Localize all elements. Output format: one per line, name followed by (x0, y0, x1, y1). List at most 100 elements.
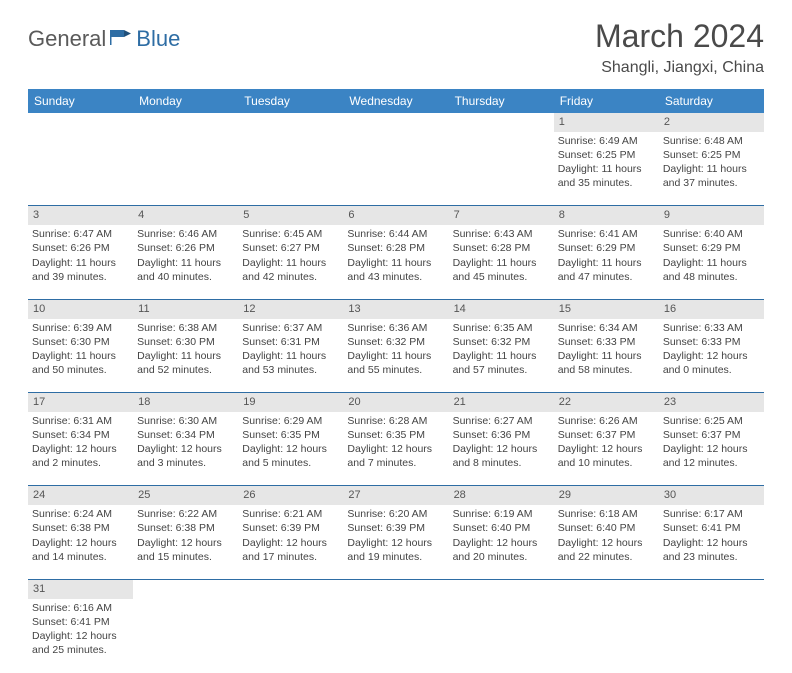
daylight-text: Daylight: 11 hours and 48 minutes. (663, 256, 760, 284)
sunset-text: Sunset: 6:30 PM (137, 335, 234, 349)
daylight-text: Daylight: 11 hours and 42 minutes. (242, 256, 339, 284)
week-row: Sunrise: 6:24 AMSunset: 6:38 PMDaylight:… (28, 505, 764, 579)
daylight-text: Daylight: 12 hours and 17 minutes. (242, 536, 339, 564)
day-number-cell: 28 (449, 486, 554, 505)
sunset-text: Sunset: 6:40 PM (453, 521, 550, 535)
daylight-text: Daylight: 12 hours and 7 minutes. (347, 442, 444, 470)
daylight-text: Daylight: 11 hours and 57 minutes. (453, 349, 550, 377)
sunset-text: Sunset: 6:41 PM (663, 521, 760, 535)
daylight-text: Daylight: 12 hours and 25 minutes. (32, 629, 129, 657)
sunrise-text: Sunrise: 6:41 AM (558, 227, 655, 241)
day-cell: Sunrise: 6:22 AMSunset: 6:38 PMDaylight:… (133, 505, 238, 579)
daylight-text: Daylight: 12 hours and 19 minutes. (347, 536, 444, 564)
day-cell: Sunrise: 6:49 AMSunset: 6:25 PMDaylight:… (554, 132, 659, 206)
day-number-cell: 31 (28, 579, 133, 598)
day-cell (343, 132, 448, 206)
sunrise-text: Sunrise: 6:29 AM (242, 414, 339, 428)
daylight-text: Daylight: 12 hours and 22 minutes. (558, 536, 655, 564)
sunset-text: Sunset: 6:41 PM (32, 615, 129, 629)
day-cell: Sunrise: 6:48 AMSunset: 6:25 PMDaylight:… (659, 132, 764, 206)
day-number-cell: 3 (28, 206, 133, 225)
day-cell: Sunrise: 6:36 AMSunset: 6:32 PMDaylight:… (343, 319, 448, 393)
day-number-cell (238, 579, 343, 598)
day-number-row: 17181920212223 (28, 393, 764, 412)
sunrise-text: Sunrise: 6:28 AM (347, 414, 444, 428)
daylight-text: Daylight: 12 hours and 3 minutes. (137, 442, 234, 470)
day-number-row: 10111213141516 (28, 299, 764, 318)
day-cell: Sunrise: 6:20 AMSunset: 6:39 PMDaylight:… (343, 505, 448, 579)
day-number-cell: 23 (659, 393, 764, 412)
daylight-text: Daylight: 11 hours and 45 minutes. (453, 256, 550, 284)
day-number-cell: 2 (659, 113, 764, 132)
day-number-cell: 24 (28, 486, 133, 505)
day-cell: Sunrise: 6:41 AMSunset: 6:29 PMDaylight:… (554, 225, 659, 299)
page-title: March 2024 (595, 18, 764, 55)
sunset-text: Sunset: 6:26 PM (137, 241, 234, 255)
day-cell: Sunrise: 6:44 AMSunset: 6:28 PMDaylight:… (343, 225, 448, 299)
sunset-text: Sunset: 6:39 PM (347, 521, 444, 535)
daylight-text: Daylight: 11 hours and 43 minutes. (347, 256, 444, 284)
sunrise-text: Sunrise: 6:21 AM (242, 507, 339, 521)
sunrise-text: Sunrise: 6:44 AM (347, 227, 444, 241)
sunrise-text: Sunrise: 6:40 AM (663, 227, 760, 241)
day-cell: Sunrise: 6:38 AMSunset: 6:30 PMDaylight:… (133, 319, 238, 393)
day-number-cell (659, 579, 764, 598)
day-number-cell: 17 (28, 393, 133, 412)
daylight-text: Daylight: 12 hours and 2 minutes. (32, 442, 129, 470)
day-cell (449, 599, 554, 673)
week-row: Sunrise: 6:49 AMSunset: 6:25 PMDaylight:… (28, 132, 764, 206)
daylight-text: Daylight: 11 hours and 53 minutes. (242, 349, 339, 377)
day-number-cell (449, 579, 554, 598)
sunset-text: Sunset: 6:37 PM (558, 428, 655, 442)
sunrise-text: Sunrise: 6:33 AM (663, 321, 760, 335)
sunrise-text: Sunrise: 6:48 AM (663, 134, 760, 148)
header: General Blue March 2024 Shangli, Jiangxi… (28, 18, 764, 77)
sunrise-text: Sunrise: 6:22 AM (137, 507, 234, 521)
logo-text-general: General (28, 26, 106, 52)
day-number-row: 31 (28, 579, 764, 598)
day-number-cell: 9 (659, 206, 764, 225)
title-block: March 2024 Shangli, Jiangxi, China (595, 18, 764, 77)
daylight-text: Daylight: 12 hours and 0 minutes. (663, 349, 760, 377)
day-number-cell (28, 113, 133, 132)
sunset-text: Sunset: 6:36 PM (453, 428, 550, 442)
sunrise-text: Sunrise: 6:24 AM (32, 507, 129, 521)
flag-icon (110, 28, 132, 51)
day-cell: Sunrise: 6:43 AMSunset: 6:28 PMDaylight:… (449, 225, 554, 299)
sunrise-text: Sunrise: 6:17 AM (663, 507, 760, 521)
day-cell: Sunrise: 6:28 AMSunset: 6:35 PMDaylight:… (343, 412, 448, 486)
week-row: Sunrise: 6:31 AMSunset: 6:34 PMDaylight:… (28, 412, 764, 486)
sunset-text: Sunset: 6:35 PM (242, 428, 339, 442)
day-number-cell: 13 (343, 299, 448, 318)
day-number-cell: 6 (343, 206, 448, 225)
day-cell: Sunrise: 6:34 AMSunset: 6:33 PMDaylight:… (554, 319, 659, 393)
sunrise-text: Sunrise: 6:45 AM (242, 227, 339, 241)
day-number-cell: 21 (449, 393, 554, 412)
day-header: Thursday (449, 89, 554, 113)
day-cell: Sunrise: 6:17 AMSunset: 6:41 PMDaylight:… (659, 505, 764, 579)
sunrise-text: Sunrise: 6:20 AM (347, 507, 444, 521)
day-number-cell: 1 (554, 113, 659, 132)
week-row: Sunrise: 6:16 AMSunset: 6:41 PMDaylight:… (28, 599, 764, 673)
day-cell: Sunrise: 6:25 AMSunset: 6:37 PMDaylight:… (659, 412, 764, 486)
daylight-text: Daylight: 12 hours and 8 minutes. (453, 442, 550, 470)
day-number-cell: 22 (554, 393, 659, 412)
sunrise-text: Sunrise: 6:25 AM (663, 414, 760, 428)
daylight-text: Daylight: 11 hours and 55 minutes. (347, 349, 444, 377)
week-row: Sunrise: 6:39 AMSunset: 6:30 PMDaylight:… (28, 319, 764, 393)
sunrise-text: Sunrise: 6:36 AM (347, 321, 444, 335)
sunset-text: Sunset: 6:28 PM (347, 241, 444, 255)
day-cell: Sunrise: 6:19 AMSunset: 6:40 PMDaylight:… (449, 505, 554, 579)
day-number-cell: 29 (554, 486, 659, 505)
sunrise-text: Sunrise: 6:35 AM (453, 321, 550, 335)
day-number-cell: 7 (449, 206, 554, 225)
sunrise-text: Sunrise: 6:27 AM (453, 414, 550, 428)
sunset-text: Sunset: 6:27 PM (242, 241, 339, 255)
daylight-text: Daylight: 11 hours and 39 minutes. (32, 256, 129, 284)
daylight-text: Daylight: 12 hours and 20 minutes. (453, 536, 550, 564)
day-cell (28, 132, 133, 206)
sunrise-text: Sunrise: 6:38 AM (137, 321, 234, 335)
sunset-text: Sunset: 6:34 PM (137, 428, 234, 442)
daylight-text: Daylight: 11 hours and 52 minutes. (137, 349, 234, 377)
day-number-cell: 5 (238, 206, 343, 225)
